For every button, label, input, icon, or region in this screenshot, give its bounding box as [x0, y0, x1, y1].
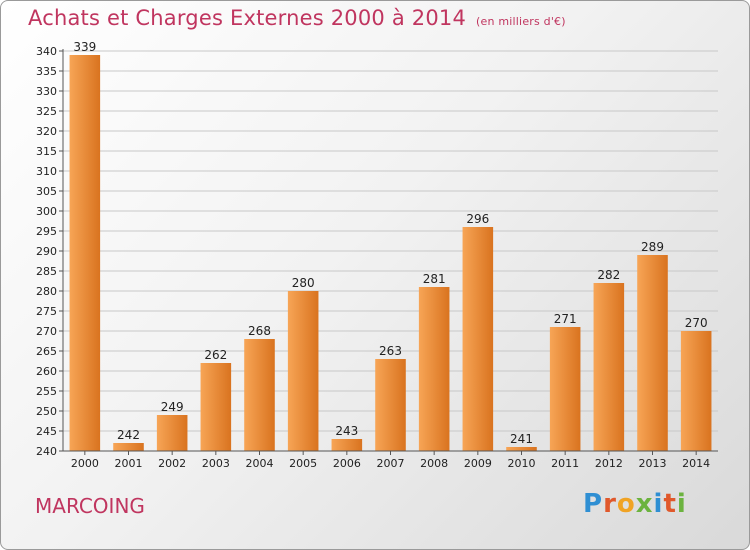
x-tick-label: 2013: [639, 457, 667, 470]
x-tick-label: 2009: [464, 457, 492, 470]
bar: [113, 443, 144, 451]
bar: [506, 447, 537, 451]
x-tick-label: 2008: [420, 457, 448, 470]
logo-letter: o: [616, 489, 636, 519]
y-tick-label: 290: [36, 245, 57, 258]
x-tick-label: 2004: [246, 457, 274, 470]
bar: [200, 363, 232, 451]
y-tick-label: 260: [36, 365, 57, 378]
bar-value-label: 262: [204, 348, 227, 362]
y-tick-label: 300: [36, 205, 57, 218]
data-labels: 339 242 249 262 268 280 243 263 281 296 241 271 282 2…: [73, 40, 707, 446]
logo-letter: i: [676, 489, 687, 519]
bar: [244, 339, 275, 451]
y-tick-label: 285: [36, 265, 57, 278]
chart-title: Achats et Charges Externes 2000 à 2014 (e…: [28, 6, 566, 30]
bar-value-label: 249: [161, 400, 184, 414]
logo-letter: i: [653, 489, 664, 519]
y-tick-label: 325: [36, 105, 57, 118]
y-tick-label: 310: [36, 165, 57, 178]
bar-value-label: 242: [117, 428, 140, 442]
x-tick-label: 2003: [202, 457, 230, 470]
y-tick-label: 330: [36, 85, 57, 98]
y-tick-label: 255: [36, 385, 57, 398]
x-tick-label: 2001: [115, 457, 143, 470]
x-tick-label: 2011: [551, 457, 579, 470]
y-tick-label: 270: [36, 325, 57, 338]
x-axis: 2000 2001 2002 2003 2004 2005 2006 2007 2008 2009…: [63, 450, 718, 470]
x-tick-label: 2010: [508, 457, 536, 470]
y-tick-label: 265: [36, 345, 57, 358]
bar: [549, 327, 581, 451]
bar-value-label: 268: [248, 324, 271, 338]
bar: [156, 415, 188, 451]
bar-value-label: 270: [685, 316, 708, 330]
chart-unit: (en milliers d'€): [476, 15, 566, 28]
bar-value-label: 241: [510, 432, 533, 446]
logo-letter: x: [635, 489, 654, 519]
bar-value-label: 282: [597, 268, 620, 282]
chart-title-text: Achats et Charges Externes 2000 à 2014: [28, 6, 467, 30]
x-tick-label: 2000: [71, 457, 99, 470]
x-tick-label: 2012: [595, 457, 623, 470]
bar-value-label: 289: [641, 240, 664, 254]
town-name: MARCOING: [35, 494, 145, 518]
bar-value-label: 271: [554, 312, 577, 326]
bar-value-label: 280: [292, 276, 315, 290]
y-tick-label: 280: [36, 285, 57, 298]
x-tick-label: 2006: [333, 457, 361, 470]
x-tick-label: 2005: [289, 457, 317, 470]
y-axis: 240 245 250 255 260 265 270 275 280 285 290 295 300 3…: [36, 45, 64, 458]
bar: [593, 283, 625, 451]
logo-letter: r: [603, 489, 617, 519]
y-tick-label: 320: [36, 125, 57, 138]
y-tick-label: 275: [36, 305, 57, 318]
bar-value-label: 243: [335, 424, 358, 438]
bar: [462, 227, 494, 451]
bar-value-label: 281: [423, 272, 446, 286]
logo-letter: t: [663, 489, 677, 519]
y-tick-label: 340: [36, 45, 57, 58]
bar-value-label: 296: [466, 212, 489, 226]
y-tick-label: 245: [36, 425, 57, 438]
bar: [680, 331, 712, 451]
bar: [331, 439, 363, 451]
bar: [287, 291, 319, 451]
bar: [418, 287, 450, 451]
y-tick-label: 295: [36, 225, 57, 238]
bar-value-label: 339: [73, 40, 96, 54]
bar: [69, 55, 101, 451]
x-tick-label: 2007: [377, 457, 405, 470]
y-tick-label: 315: [36, 145, 57, 158]
logo-letter: P: [583, 489, 604, 519]
bar-value-label: 263: [379, 344, 402, 358]
y-tick-label: 335: [36, 65, 57, 78]
bar: [637, 255, 668, 451]
y-tick-label: 240: [36, 445, 57, 458]
x-tick-label: 2014: [682, 457, 710, 470]
y-tick-label: 305: [36, 185, 57, 198]
x-tick-label: 2002: [158, 457, 186, 470]
bar: [375, 359, 406, 451]
y-tick-label: 250: [36, 405, 57, 418]
bars: [69, 55, 712, 451]
proxiti-logo[interactable]: Proxiti: [583, 489, 687, 519]
